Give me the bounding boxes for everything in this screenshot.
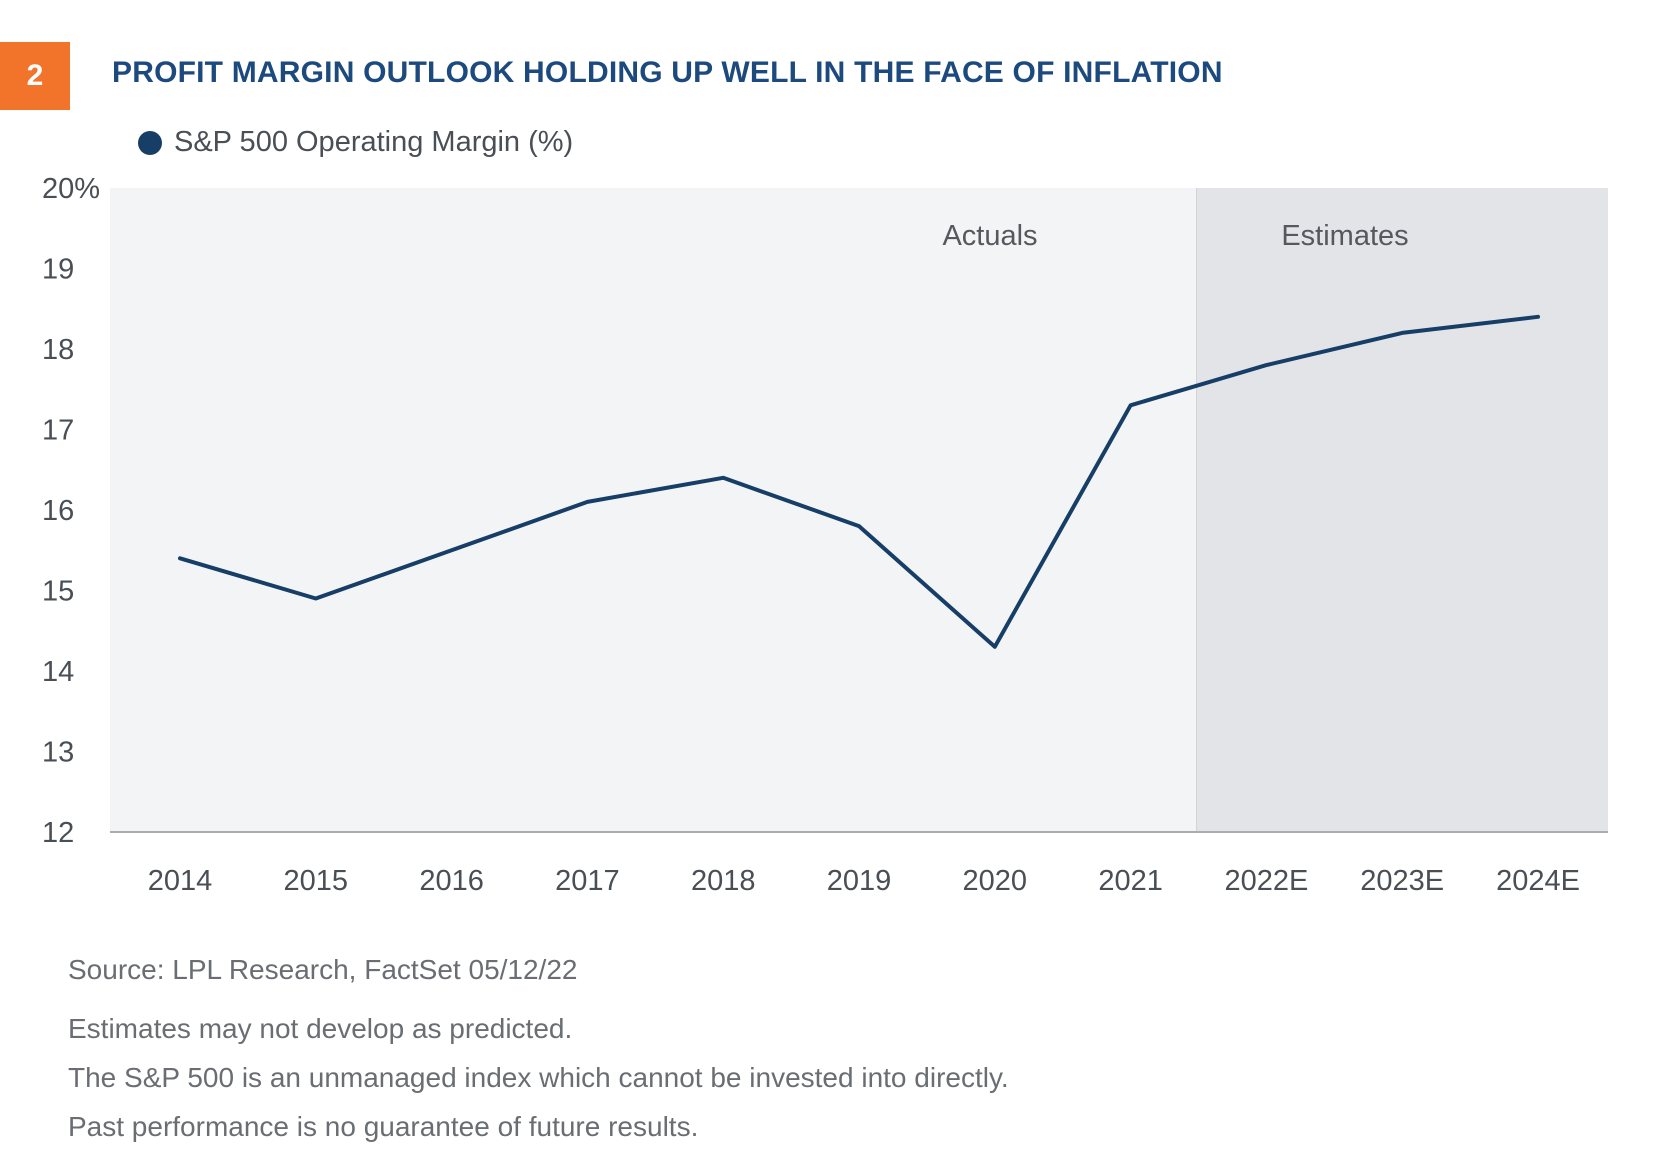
x-tick-label: 2015: [284, 865, 349, 897]
disclaimer-line: Estimates may not develop as predicted.: [68, 1013, 573, 1044]
y-tick-label: 16: [42, 495, 74, 527]
x-tick-label: 2020: [963, 865, 1028, 897]
footnotes: Source: LPL Research, FactSet 05/12/22 E…: [68, 945, 1009, 1151]
y-tick-label: 12: [42, 817, 74, 849]
chart-title: PROFIT MARGIN OUTLOOK HOLDING UP WELL IN…: [112, 56, 1223, 89]
disclaimer-line: The S&P 500 is an unmanaged index which …: [68, 1062, 1009, 1093]
series-line-operating-margin: [178, 314, 1540, 649]
source-note: Source: LPL Research, FactSet 05/12/22: [68, 954, 578, 985]
line-chart: Actuals Estimates 20% 19 18 17 16 15 14 13 12 20…: [42, 173, 1608, 897]
y-tick-label: 17: [42, 415, 74, 447]
x-tick-label: 2024E: [1496, 865, 1580, 897]
chart-number-badge: 2: [0, 42, 70, 110]
x-tick-label: 2017: [555, 865, 620, 897]
y-tick-label: 13: [42, 737, 74, 769]
x-tick-label: 2022E: [1224, 865, 1308, 897]
y-tick-label: 18: [42, 334, 74, 366]
x-tick-label: 2019: [827, 865, 892, 897]
estimates-label: Estimates: [1281, 220, 1408, 252]
y-axis: 20% 19 18 17 16 15 14 13 12: [42, 173, 100, 849]
x-tick-label: 2016: [419, 865, 484, 897]
x-tick-label: 2023E: [1360, 865, 1444, 897]
y-tick-label: 14: [42, 656, 74, 688]
y-tick-label: 15: [42, 576, 74, 608]
x-axis: 2014 2015 2016 2017 2018 2019 2020 2021 2022E 202…: [148, 865, 1580, 897]
actuals-region: [110, 188, 1197, 832]
x-tick-label: 2014: [148, 865, 213, 897]
x-tick-label: 2018: [691, 865, 756, 897]
y-tick-label: 20%: [42, 173, 100, 205]
estimates-region: [1196, 188, 1608, 832]
actuals-label: Actuals: [942, 220, 1037, 252]
legend: S&P 500 Operating Margin (%): [138, 126, 573, 159]
x-tick-label: 2021: [1098, 865, 1163, 897]
legend-marker: [138, 130, 162, 155]
disclaimer-line: Past performance is no guarantee of futu…: [68, 1111, 699, 1142]
legend-label: S&P 500 Operating Margin (%): [174, 126, 574, 158]
y-tick-label: 19: [42, 254, 74, 286]
